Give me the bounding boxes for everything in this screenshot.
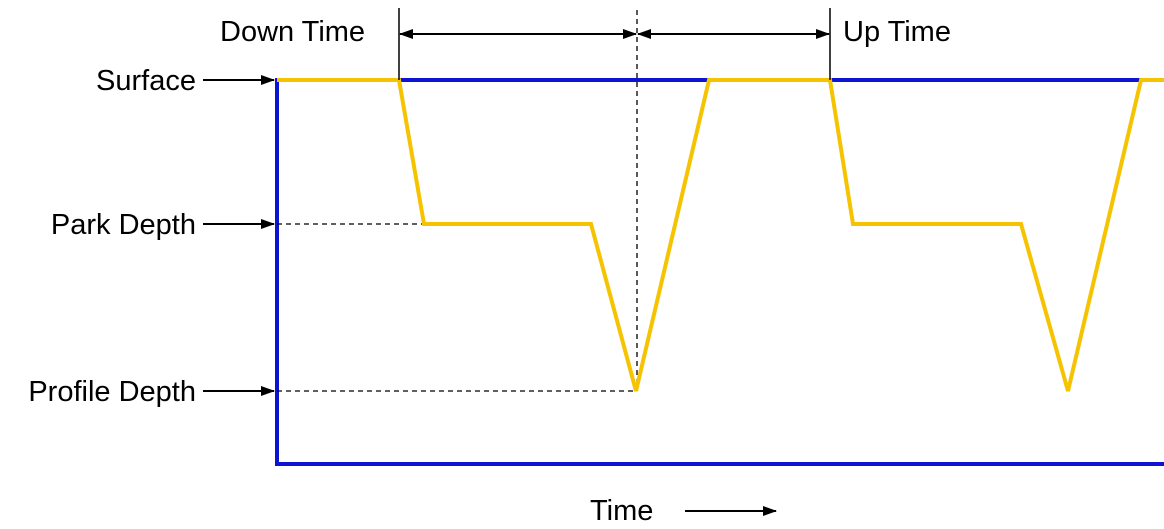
up-time-label: Up Time [843, 16, 951, 48]
surface-label: Surface [96, 65, 196, 97]
profile-depth-label: Profile Depth [28, 376, 196, 408]
park-depth-label: Park Depth [51, 209, 196, 241]
float-profile-path [277, 78, 1164, 392]
down-time-label: Down Time [220, 16, 365, 48]
time-axis-label: Time [590, 495, 653, 527]
